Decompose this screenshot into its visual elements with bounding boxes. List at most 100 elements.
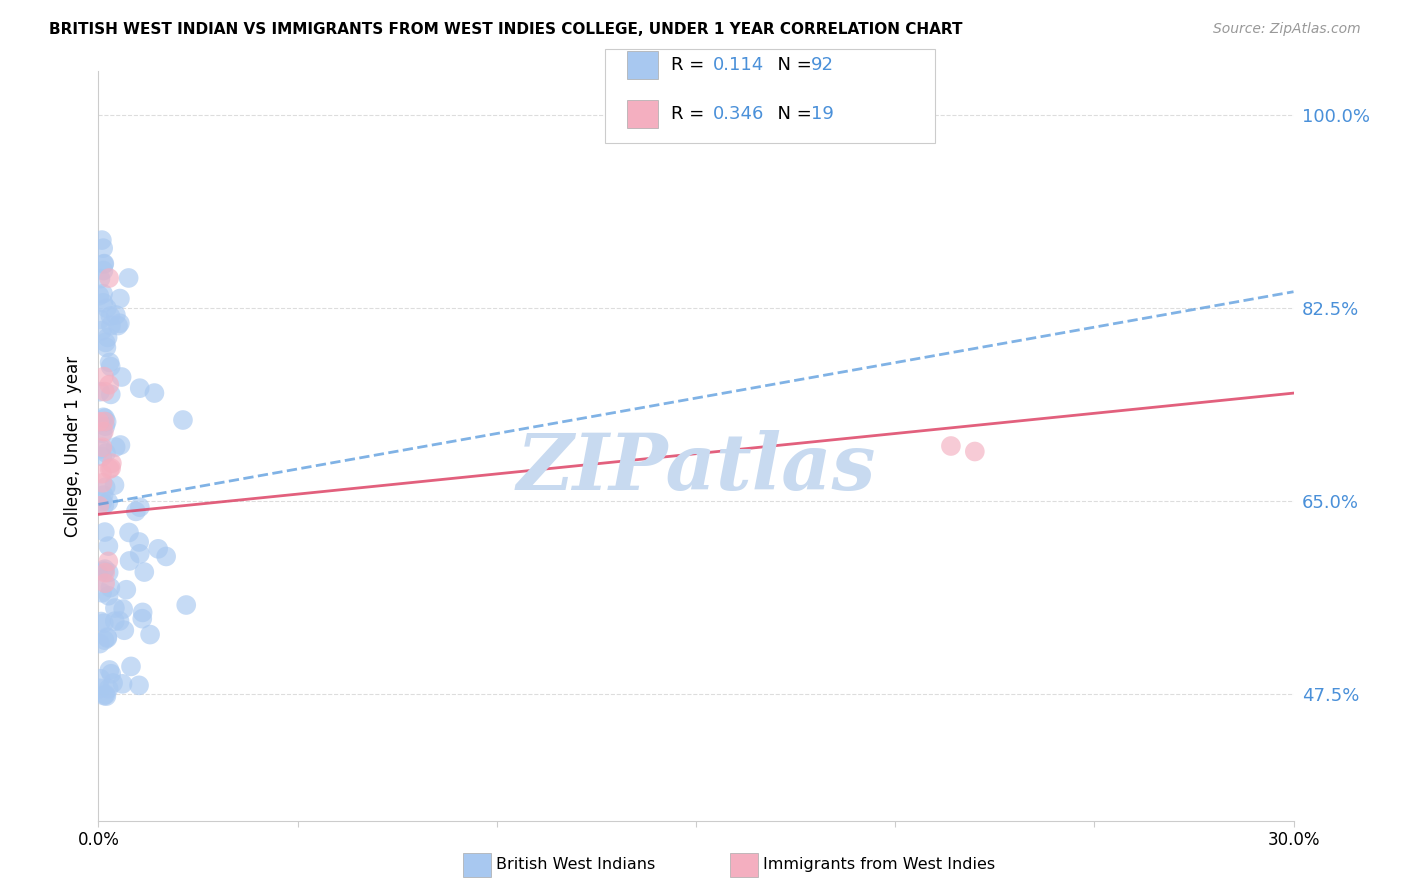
Point: [89, 681, 111, 696]
Text: R =: R =: [671, 56, 710, 74]
Point: [94, 576, 117, 591]
Point: [96, 415, 118, 429]
Point: [131, 606, 153, 620]
Text: 92: 92: [811, 56, 834, 74]
Point: [97, 681, 120, 696]
Point: [96, 301, 118, 316]
Point: [89, 312, 111, 326]
Point: [128, 500, 150, 515]
Point: [101, 456, 124, 470]
Point: [100, 581, 122, 595]
Point: [97, 539, 120, 553]
Point: [91, 475, 114, 490]
Point: [128, 535, 150, 549]
Point: [103, 478, 125, 492]
Point: [89, 384, 111, 399]
Point: [94, 688, 117, 702]
Point: [93, 564, 115, 578]
Point: [91, 586, 114, 600]
Point: [120, 659, 142, 673]
Point: [94, 446, 117, 460]
Point: [93, 633, 115, 648]
Point: [117, 271, 139, 285]
Point: [94, 384, 117, 399]
Point: [94, 335, 117, 350]
Point: [100, 359, 122, 374]
Point: [89, 271, 111, 285]
Text: N =: N =: [766, 105, 818, 123]
Point: [93, 689, 115, 703]
Point: [98, 663, 121, 677]
Point: [128, 678, 150, 692]
Point: [108, 316, 131, 330]
Point: [96, 341, 118, 355]
Point: [100, 309, 122, 323]
Text: 19: 19: [811, 105, 834, 123]
Point: [108, 614, 131, 628]
Point: [91, 494, 114, 508]
Text: BRITISH WEST INDIAN VS IMMIGRANTS FROM WEST INDIES COLLEGE, UNDER 1 YEAR CORRELA: BRITISH WEST INDIAN VS IMMIGRANTS FROM W…: [49, 22, 963, 37]
Point: [94, 419, 117, 434]
Point: [91, 450, 114, 464]
Text: ZIPatlas: ZIPatlas: [516, 430, 876, 507]
Point: [118, 525, 141, 540]
Point: [104, 308, 127, 322]
Point: [97, 566, 120, 580]
Point: [89, 499, 111, 513]
Point: [97, 554, 120, 568]
Point: [96, 689, 118, 703]
Point: [100, 666, 122, 681]
Point: [155, 549, 177, 564]
Point: [90, 467, 112, 481]
Point: [94, 411, 117, 425]
Point: [143, 386, 166, 401]
Point: [172, 413, 194, 427]
Point: [89, 637, 111, 651]
Point: [174, 598, 197, 612]
Y-axis label: College, Under 1 year: College, Under 1 year: [65, 355, 83, 537]
Point: [112, 624, 135, 638]
Point: [139, 627, 162, 641]
Point: [128, 547, 150, 561]
Point: [90, 442, 112, 456]
Point: [96, 630, 118, 644]
Point: [91, 324, 114, 338]
Point: [97, 589, 120, 603]
Point: [98, 271, 121, 285]
Point: [97, 330, 120, 344]
Point: [93, 256, 115, 270]
Point: [91, 286, 114, 301]
Point: [91, 241, 114, 255]
Point: [91, 426, 114, 441]
Point: [93, 257, 115, 271]
Point: [100, 318, 122, 333]
Point: [93, 498, 115, 512]
Point: [108, 292, 131, 306]
Point: [939, 439, 962, 453]
Point: [94, 566, 117, 580]
Point: [90, 615, 112, 629]
Point: [101, 676, 124, 690]
Text: British West Indians: British West Indians: [496, 857, 655, 872]
Point: [98, 377, 121, 392]
Text: Source: ZipAtlas.com: Source: ZipAtlas.com: [1213, 22, 1361, 37]
Point: [93, 425, 115, 439]
Text: 0.346: 0.346: [713, 105, 765, 123]
Point: [91, 295, 114, 310]
Point: [90, 233, 112, 247]
Point: [110, 438, 132, 452]
Point: [94, 480, 117, 494]
Point: [148, 541, 170, 556]
Text: Immigrants from West Indies: Immigrants from West Indies: [763, 857, 995, 872]
Point: [115, 582, 138, 597]
Point: [111, 370, 134, 384]
Point: [93, 488, 115, 502]
Point: [128, 381, 150, 395]
Point: [93, 263, 115, 277]
Point: [100, 387, 122, 401]
Point: [94, 562, 117, 576]
Point: [104, 614, 127, 628]
Point: [98, 462, 121, 476]
Text: 0.114: 0.114: [713, 56, 763, 74]
Point: [963, 444, 986, 458]
